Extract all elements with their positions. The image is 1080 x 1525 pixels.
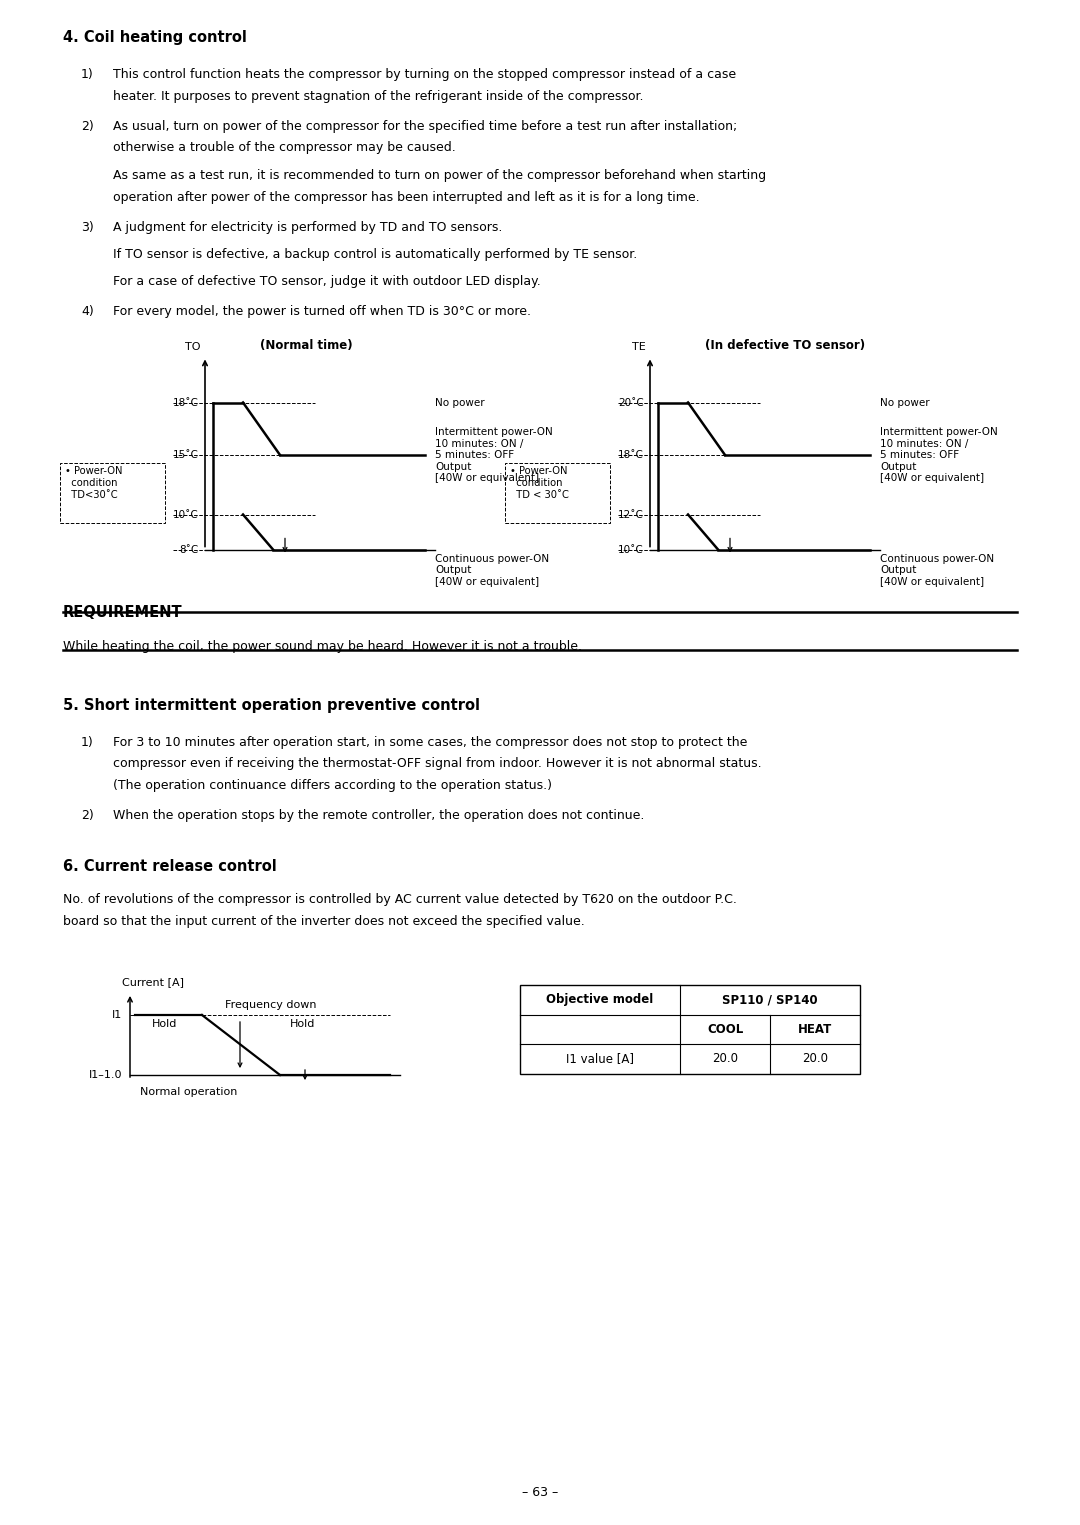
Text: 12˚C: 12˚C <box>618 509 644 520</box>
Text: 10˚C: 10˚C <box>173 509 199 520</box>
Text: operation after power of the compressor has been interrupted and left as it is f: operation after power of the compressor … <box>113 191 700 203</box>
Text: As same as a test run, it is recommended to turn on power of the compressor befo: As same as a test run, it is recommended… <box>113 169 766 181</box>
Text: I1 value [A]: I1 value [A] <box>566 1052 634 1066</box>
Text: (In defective TO sensor): (In defective TO sensor) <box>705 340 865 352</box>
Text: This control function heats the compressor by turning on the stopped compressor : This control function heats the compress… <box>113 69 737 81</box>
Text: 18˚C: 18˚C <box>173 398 199 407</box>
Text: No power: No power <box>435 398 485 407</box>
Text: 20˚C: 20˚C <box>618 398 644 407</box>
Text: No power: No power <box>880 398 930 407</box>
Text: • Power-ON
  condition
  TD<30˚C: • Power-ON condition TD<30˚C <box>65 467 122 500</box>
Text: 3): 3) <box>81 221 94 233</box>
Text: REQUIREMENT: REQUIREMENT <box>63 604 183 619</box>
Text: For a case of defective TO sensor, judge it with outdoor LED display.: For a case of defective TO sensor, judge… <box>113 274 541 288</box>
Text: I1–1.0: I1–1.0 <box>89 1071 122 1080</box>
Text: Intermittent power-ON
10 minutes: ON /
5 minutes: OFF
Output
[40W or equivalent]: Intermittent power-ON 10 minutes: ON / 5… <box>435 427 553 483</box>
Text: (The operation continuance differs according to the operation status.): (The operation continuance differs accor… <box>113 778 552 791</box>
Text: 1): 1) <box>81 735 94 749</box>
Text: Intermittent power-ON
10 minutes: ON /
5 minutes: OFF
Output
[40W or equivalent]: Intermittent power-ON 10 minutes: ON / 5… <box>880 427 998 483</box>
Text: • Power-ON
  condition
  TD < 30˚C: • Power-ON condition TD < 30˚C <box>510 467 569 500</box>
Text: TE: TE <box>632 343 646 352</box>
Text: When the operation stops by the remote controller, the operation does not contin: When the operation stops by the remote c… <box>113 808 645 822</box>
Text: HEAT: HEAT <box>798 1023 832 1035</box>
Text: Hold: Hold <box>152 1019 177 1029</box>
Text: COOL: COOL <box>707 1023 743 1035</box>
Text: Hold: Hold <box>291 1019 315 1029</box>
Text: 15˚C: 15˚C <box>173 450 199 461</box>
Text: 2): 2) <box>81 808 94 822</box>
Text: No. of revolutions of the compressor is controlled by AC current value detected : No. of revolutions of the compressor is … <box>63 894 737 906</box>
Text: Frequency down: Frequency down <box>225 1000 316 1010</box>
Bar <box>60 462 165 523</box>
Text: SP110 / SP140: SP110 / SP140 <box>723 993 818 1007</box>
Text: 10˚C: 10˚C <box>618 544 644 555</box>
Text: 8˚C: 8˚C <box>179 544 199 555</box>
Text: 4): 4) <box>81 305 94 317</box>
Text: As usual, turn on power of the compressor for the specified time before a test r: As usual, turn on power of the compresso… <box>113 119 738 133</box>
Text: 5. Short intermittent operation preventive control: 5. Short intermittent operation preventi… <box>63 697 480 712</box>
Text: heater. It purposes to prevent stagnation of the refrigerant inside of the compr: heater. It purposes to prevent stagnatio… <box>113 90 644 102</box>
Text: 6. Current release control: 6. Current release control <box>63 859 276 874</box>
Text: 1): 1) <box>81 69 94 81</box>
Text: 20.0: 20.0 <box>802 1052 828 1066</box>
Text: If TO sensor is defective, a backup control is automatically performed by TE sen: If TO sensor is defective, a backup cont… <box>113 247 637 261</box>
Text: Continuous power-ON
Output
[40W or equivalent]: Continuous power-ON Output [40W or equiv… <box>880 554 994 587</box>
Text: otherwise a trouble of the compressor may be caused.: otherwise a trouble of the compressor ma… <box>113 140 456 154</box>
Text: Current [A]: Current [A] <box>122 978 184 987</box>
Text: Normal operation: Normal operation <box>140 1087 238 1096</box>
Text: Continuous power-ON
Output
[40W or equivalent]: Continuous power-ON Output [40W or equiv… <box>435 554 549 587</box>
Text: 18˚C: 18˚C <box>618 450 644 461</box>
Text: For 3 to 10 minutes after operation start, in some cases, the compressor does no: For 3 to 10 minutes after operation star… <box>113 735 747 749</box>
Text: Objective model: Objective model <box>546 993 653 1007</box>
Text: For every model, the power is turned off when TD is 30°C or more.: For every model, the power is turned off… <box>113 305 531 317</box>
Text: I1: I1 <box>111 1010 122 1020</box>
Text: While heating the coil, the power sound may be heard. However it is not a troubl: While heating the coil, the power sound … <box>63 639 582 653</box>
Text: A judgment for electricity is performed by TD and TO sensors.: A judgment for electricity is performed … <box>113 221 502 233</box>
Text: board so that the input current of the inverter does not exceed the specified va: board so that the input current of the i… <box>63 915 584 929</box>
Text: (Normal time): (Normal time) <box>260 340 353 352</box>
Bar <box>505 462 610 523</box>
Text: compressor even if receiving the thermostat-OFF signal from indoor. However it i: compressor even if receiving the thermos… <box>113 756 761 770</box>
Bar <box>519 985 860 1074</box>
Text: 4. Coil heating control: 4. Coil heating control <box>63 30 247 46</box>
Text: 2): 2) <box>81 119 94 133</box>
Text: TO: TO <box>186 343 201 352</box>
Text: 20.0: 20.0 <box>712 1052 738 1066</box>
Text: – 63 –: – 63 – <box>522 1487 558 1499</box>
